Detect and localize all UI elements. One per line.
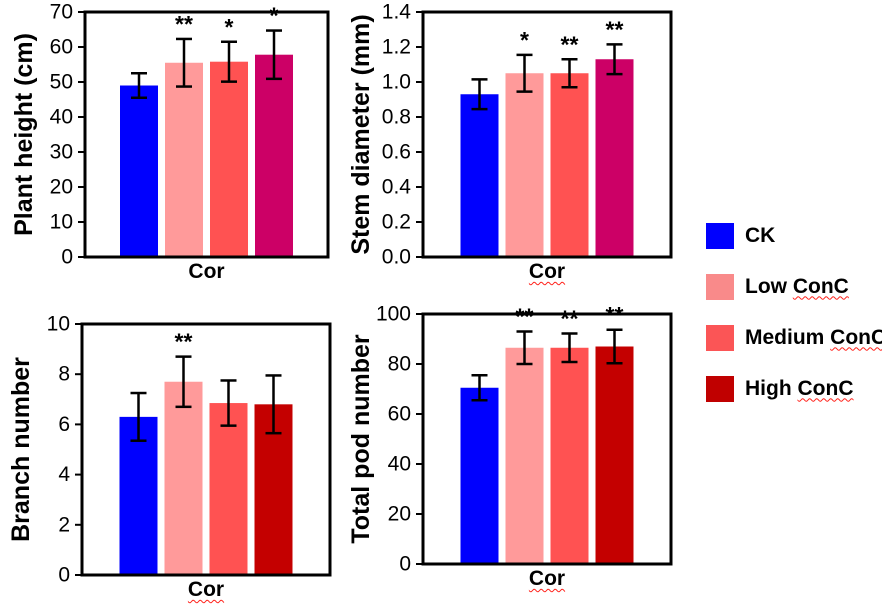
y-tick-label: 0.8 xyxy=(382,106,411,129)
y-tick-label: 10 xyxy=(50,211,73,234)
legend-label-low-conc: Low ConC xyxy=(745,274,849,298)
bar-low-conc xyxy=(505,347,544,564)
y-tick-label: 0 xyxy=(399,553,411,576)
bar-high-conc xyxy=(595,346,634,564)
plot-box-total-pod-number xyxy=(421,312,673,566)
x-axis-label-text: Cor xyxy=(528,567,566,590)
legend-swatch-ck-icon xyxy=(706,222,734,249)
legend-label-high-conc: High ConC xyxy=(745,376,854,400)
legend-swatch-high-conc-icon xyxy=(706,375,734,402)
significance-low-conc: * xyxy=(520,27,529,53)
y-tick-label: 0.4 xyxy=(382,176,412,199)
significance-medium-conc: ** xyxy=(561,31,579,57)
significance-low-conc: ** xyxy=(175,11,193,37)
legend-label-squiggle-word: ConC xyxy=(797,376,854,400)
y-tick-label: 0.0 xyxy=(382,246,411,269)
y-tick-label: 0 xyxy=(61,246,73,269)
legend-item-ck: CK xyxy=(706,222,775,249)
chart-branch-number: 0 2 4 6 8 10 ** Branch number xyxy=(7,313,332,587)
bar-high-conc xyxy=(595,59,634,257)
y-tick-label: 0.2 xyxy=(382,211,411,234)
y-axis-title-plant-height: Plant height (cm) xyxy=(10,33,38,236)
bar-low-conc xyxy=(165,62,203,257)
legend-swatch-low-conc-icon xyxy=(706,273,734,300)
y-tick-label: 0 xyxy=(58,564,70,587)
legend-item-low-conc: Low ConC xyxy=(706,273,849,300)
legend-label-squiggle-word: ConC xyxy=(830,325,882,349)
y-axis-title-branch-number: Branch number xyxy=(7,357,35,542)
x-axis-label-branch-number: Cor xyxy=(188,578,224,601)
y-tick-label: 4 xyxy=(58,463,70,486)
y-tick-label: 50 xyxy=(50,71,73,94)
y-tick-label: 80 xyxy=(388,353,411,376)
legend-label-ck: CK xyxy=(745,223,776,247)
bar-medium-conc xyxy=(209,403,248,575)
bar-medium-conc xyxy=(550,73,589,257)
bar-low-conc xyxy=(505,73,544,257)
legend-label-squiggle-word: ConC xyxy=(792,274,849,298)
plot-box-branch-number xyxy=(80,322,332,577)
y-tick-label: 40 xyxy=(388,453,411,476)
y-tick-label: 2 xyxy=(58,513,70,536)
x-axis-label-plant-height: Cor xyxy=(188,260,225,283)
significance-low-conc: ** xyxy=(516,304,534,330)
plot-box-plant-height xyxy=(83,10,330,259)
y-tick-label: 70 xyxy=(50,1,73,24)
y-axis-title-stem-diameter: Stem diameter (mm) xyxy=(347,14,375,254)
bar-high-conc xyxy=(255,54,293,258)
y-tick-label: 40 xyxy=(50,106,73,129)
bar-medium-conc xyxy=(550,347,589,564)
y-tick-label: 60 xyxy=(50,36,73,59)
bar-ck xyxy=(120,85,158,257)
x-axis-label-total-pod-number: Cor xyxy=(529,567,565,590)
legend-label-medium-conc: Medium ConC xyxy=(745,326,882,350)
y-tick-label: 10 xyxy=(47,313,70,336)
x-axis-label-stem-diameter: Cor xyxy=(529,260,565,283)
legend-item-high-conc: High ConC xyxy=(706,375,854,402)
y-tick-label: 30 xyxy=(50,141,73,164)
y-tick-label: 60 xyxy=(388,403,411,426)
y-axis-title-total-pod-number: Total pod number xyxy=(347,334,375,544)
y-tick-label: 8 xyxy=(58,363,70,386)
y-tick-label: 6 xyxy=(58,413,70,436)
y-tick-label: 20 xyxy=(388,503,411,526)
legend-item-medium-conc: Medium ConC xyxy=(706,324,882,351)
y-tick-label: 20 xyxy=(50,176,73,199)
significance-low-conc: ** xyxy=(175,329,193,355)
bar-ck xyxy=(119,416,158,575)
bar-ck xyxy=(460,387,499,564)
y-tick-label: 1.0 xyxy=(382,71,411,94)
legend-swatch-medium-conc-icon xyxy=(706,324,734,351)
y-tick-label: 0.6 xyxy=(382,141,411,164)
plot-box-stem-diameter xyxy=(421,10,673,259)
y-tick-label: 100 xyxy=(376,303,411,326)
y-tick-label: 1.2 xyxy=(382,36,411,59)
chart-stem-diameter: 0.00.20.40.60.81.01.21.4* ****Stem diamet… xyxy=(347,1,673,269)
significance-medium-conc: * xyxy=(225,14,234,40)
significance-high-conc: * xyxy=(270,3,279,29)
y-tick-label: 1.4 xyxy=(382,1,412,24)
x-axis-label-text: Cor xyxy=(528,260,566,283)
significance-medium-conc: ** xyxy=(561,306,579,332)
bar-medium-conc xyxy=(210,61,248,258)
significance-high-conc: ** xyxy=(606,16,624,42)
bar-ck xyxy=(460,94,499,257)
bar-low-conc xyxy=(164,381,203,575)
x-axis-label-text: Cor xyxy=(187,578,225,601)
